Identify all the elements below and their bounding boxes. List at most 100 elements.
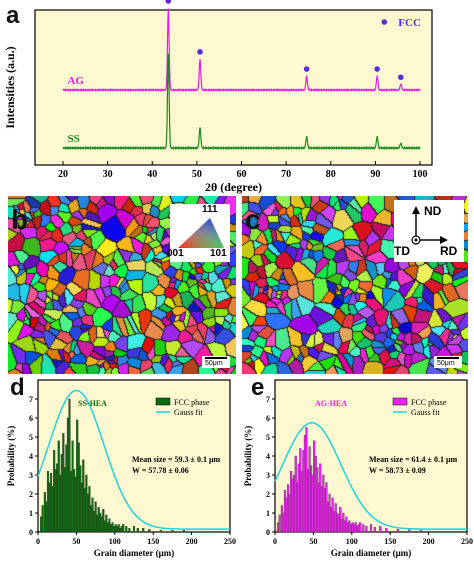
axes-icon — [411, 206, 448, 245]
gauss-fit-curve — [37, 389, 230, 530]
histogram-bar — [171, 529, 174, 533]
x-tick-label: 70 — [281, 169, 291, 180]
x-tick-label: 150 — [384, 537, 396, 546]
legend-label: FCC phase — [411, 398, 447, 407]
scale-bar: 50μm — [434, 356, 462, 368]
x-tick-label: 50 — [192, 169, 202, 180]
legend-swatch-bar — [155, 397, 171, 406]
x-tick-label: 30 — [103, 169, 113, 180]
y-tick-label: 5 — [266, 433, 270, 442]
legend-label: FCC — [398, 17, 421, 29]
x-tick-label: 250 — [224, 537, 236, 546]
y-tick-label: 2 — [29, 490, 33, 499]
y-tick-label: 6 — [266, 414, 270, 423]
x-tick-label: 20 — [58, 169, 68, 180]
histogram-bar — [122, 524, 125, 533]
annotation-width: W = 57.78 ± 0.06 — [132, 466, 189, 475]
legend-label: Gauss fit — [174, 408, 203, 417]
y-tick-label: 0 — [29, 528, 33, 537]
histogram-bar — [128, 528, 131, 533]
x-tick-label: 150 — [147, 537, 159, 546]
y-tick-label: 4 — [266, 452, 270, 461]
axis-label-nd: ND — [424, 204, 442, 218]
ipf-label-101: 101 — [210, 248, 227, 259]
series-label-ss: SS — [67, 133, 79, 145]
annotation-width: W = 58.73 ± 0.09 — [369, 466, 426, 475]
fcc-peak-marker — [374, 66, 380, 72]
xrd-chart: 20 30 40 50 60 70 80 90 100 2θ (degree) Intensitie… — [3, 0, 433, 194]
series-label-ag: AG — [67, 75, 84, 87]
panel-letter-b: b — [11, 204, 29, 235]
sample-label: AG-HEA — [315, 399, 347, 408]
legend-swatch-bar — [392, 397, 408, 406]
x-tick-label: 90 — [370, 169, 380, 180]
x-axis-label: Grain diameter (μm) — [94, 548, 174, 558]
x-tick-label: 100 — [413, 169, 428, 180]
annotation-mean: Mean size = 59.3 ± 0.1 μm — [132, 455, 220, 464]
x-tick-label: 40 — [147, 169, 157, 180]
x-tick-label: 0 — [273, 537, 277, 546]
y-tick-label: 3 — [29, 471, 33, 480]
histogram-bar — [182, 529, 185, 533]
x-tick-label: 250 — [461, 537, 473, 546]
histogram-bar — [379, 526, 382, 533]
histogram-bar — [419, 529, 422, 533]
legend-label: Gauss fit — [411, 408, 440, 417]
sample-label: SS-HEA — [78, 399, 107, 408]
scale-bar-label: 50μm — [205, 360, 223, 367]
scale-bar-label: 50μm — [437, 360, 455, 367]
ebsd-map-ag: c ND TD RD 50μm — [242, 196, 468, 374]
y-tick-label: 1 — [266, 509, 270, 518]
annotation-mean: Mean size = 61.4 ± 0.1 μm — [369, 455, 457, 464]
x-tick-label: 200 — [423, 537, 435, 546]
x-tick-label: 100 — [346, 537, 358, 546]
y-tick-label: 3 — [266, 471, 270, 480]
y-tick-label: 5 — [29, 433, 33, 442]
gauss-fit-curve — [274, 422, 467, 530]
histogram-bar — [142, 528, 145, 533]
ag-histogram-panel: 0 50 100 150 200 250 0 1 2 3 4 5 6 7 Grain diameter (μ… — [237, 372, 474, 559]
axis-label-td: TD — [394, 244, 410, 258]
y-tick-label: 4 — [29, 452, 33, 461]
panel-letter-e: e — [251, 374, 265, 401]
histogram-bar — [125, 526, 128, 533]
x-axis-label: 2θ (degree) — [205, 180, 262, 194]
ss-histogram-panel: 0 50 100 150 200 250 0 1 2 3 4 5 6 7 Grain diameter (μ… — [0, 372, 237, 559]
ag-histogram-chart: 0 50 100 150 200 250 0 1 2 3 4 5 6 7 Grain diameter (μ… — [243, 379, 473, 558]
x-tick-label: 200 — [186, 537, 198, 546]
panel-letter-d: d — [10, 374, 25, 401]
x-axis-label: Grain diameter (μm) — [331, 548, 411, 558]
x-tick-label: 50 — [309, 537, 317, 546]
ipf-legend: 111 001 101 — [167, 204, 230, 262]
x-tick-label: 80 — [326, 169, 336, 180]
y-tick-label: 2 — [266, 490, 270, 499]
y-tick-label: 7 — [29, 395, 33, 404]
ebsd-map-ss: b 111 001 101 50μm — [8, 196, 236, 374]
histogram-bar — [136, 528, 139, 533]
sample-axes-legend: ND TD RD — [394, 200, 464, 262]
xrd-series-ag — [62, 8, 421, 93]
y-axis-label: Probability (%) — [243, 426, 253, 487]
fcc-peak-marker — [303, 66, 310, 72]
x-tick-label: 60 — [237, 169, 247, 180]
histogram-bar — [365, 526, 368, 533]
histogram-bar — [385, 528, 388, 533]
y-tick-label: 7 — [266, 395, 270, 404]
histogram-bar — [396, 528, 399, 533]
scale-bar: 50μm — [202, 356, 230, 368]
xrd-panel: 20 30 40 50 60 70 80 90 100 2θ (degree) Intensitie… — [0, 0, 474, 195]
histogram-bar — [373, 527, 376, 533]
fcc-peak-marker — [197, 49, 203, 55]
histogram-bar — [359, 522, 362, 533]
histogram-bar — [408, 528, 411, 533]
fcc-peak-marker — [165, 0, 172, 4]
ipf-label-001: 001 — [167, 248, 184, 259]
fcc-peak-marker — [398, 74, 404, 81]
y-axis-label: Intensities (a.u.) — [3, 46, 17, 128]
legend-label: FCC phase — [174, 398, 210, 407]
histogram-bar — [68, 398, 71, 533]
panel-letter-a: a — [6, 2, 20, 29]
y-tick-label: 1 — [29, 509, 33, 518]
histogram-bar — [132, 526, 136, 533]
histogram-bar — [278, 514, 281, 533]
